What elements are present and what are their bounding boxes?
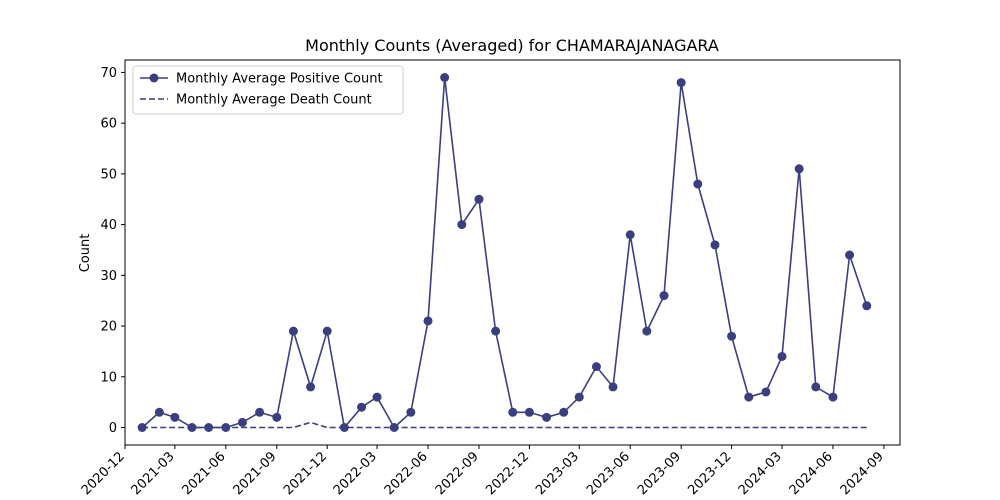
positive-count-point (744, 392, 754, 402)
positive-count-point (659, 291, 669, 301)
legend-positive-marker (149, 73, 159, 83)
legend: Monthly Average Positive Count Monthly Av… (132, 65, 404, 115)
positive-count-point (862, 301, 872, 311)
plot-frame (124, 59, 901, 446)
positive-count-point (255, 407, 265, 417)
positive-count-point (845, 250, 855, 260)
x-tick-label: 2020-12 (79, 449, 128, 498)
positive-count-point (524, 407, 534, 417)
y-tick-label: 60 (100, 117, 117, 132)
x-tick-label: 2022-09 (433, 449, 482, 498)
positive-count-point (794, 164, 804, 174)
legend-box (132, 65, 404, 115)
positive-count-point (357, 402, 367, 412)
x-tick-label: 2021-03 (129, 449, 178, 498)
positive-count-point (559, 407, 569, 417)
positive-count-point (828, 392, 838, 402)
x-tick-label: 2024-06 (787, 449, 836, 498)
positive-count-point (457, 220, 467, 230)
x-tick-label: 2024-09 (838, 449, 887, 498)
positive-count-point (693, 179, 703, 189)
positive-count-point (491, 326, 501, 336)
positive-count-point (727, 331, 737, 341)
positive-count-point (170, 412, 180, 422)
y-axis-label: Count (78, 234, 93, 273)
positive-count-point (777, 351, 787, 361)
x-tick-label: 2023-06 (584, 449, 633, 498)
positive-count-point (440, 73, 450, 82)
positive-count-point (372, 392, 382, 402)
chart-title: Monthly Counts (Averaged) for CHAMARAJAN… (305, 36, 719, 55)
positive-count-point (676, 78, 686, 88)
x-tick-label: 2023-12 (685, 449, 734, 498)
y-tick-label: 40 (100, 218, 117, 233)
positive-count-point (710, 240, 720, 250)
death-count-line (142, 421, 867, 429)
positive-count-point (625, 230, 635, 240)
positive-count-point (811, 382, 821, 392)
positive-count-point (154, 407, 164, 417)
y-tick-label: 50 (100, 167, 117, 182)
positive-count-line (141, 77, 868, 430)
x-tick-label: 2021-09 (231, 449, 280, 498)
legend-label: Monthly Average Positive Count (176, 72, 383, 87)
positive-count-point (542, 412, 552, 422)
positive-count-point (237, 417, 247, 427)
positive-count-point (608, 382, 618, 392)
y-tick-label: 30 (100, 269, 117, 284)
positive-count-point (474, 194, 484, 204)
x-tick-label: 2021-12 (281, 449, 330, 498)
y-tick-label: 20 (100, 320, 117, 335)
x-tick-label: 2024-03 (736, 449, 785, 498)
positive-count-point (574, 392, 584, 402)
y-tick-label: 10 (100, 370, 117, 385)
legend-label: Monthly Average Death Count (176, 93, 372, 108)
y-tick-label: 0 (109, 421, 117, 436)
positive-count-point (642, 326, 652, 336)
positive-count-point (288, 326, 298, 336)
positive-count-point (306, 382, 316, 392)
positive-count-point (322, 326, 332, 336)
x-tick-label: 2021-06 (180, 449, 229, 498)
x-tick-label: 2022-06 (382, 449, 431, 498)
positive-count-point (272, 412, 282, 422)
positive-count-point (761, 387, 771, 397)
positive-count-point (406, 407, 416, 417)
x-tick-label: 2022-12 (483, 449, 532, 498)
x-tick-label: 2023-03 (533, 449, 582, 498)
positive-count-point (591, 362, 601, 372)
x-tick-label: 2023-09 (635, 449, 684, 498)
y-tick-label: 70 (100, 66, 117, 81)
positive-count-point (508, 407, 518, 417)
x-tick-label: 2022-03 (331, 449, 380, 498)
positive-count-point (423, 316, 433, 326)
